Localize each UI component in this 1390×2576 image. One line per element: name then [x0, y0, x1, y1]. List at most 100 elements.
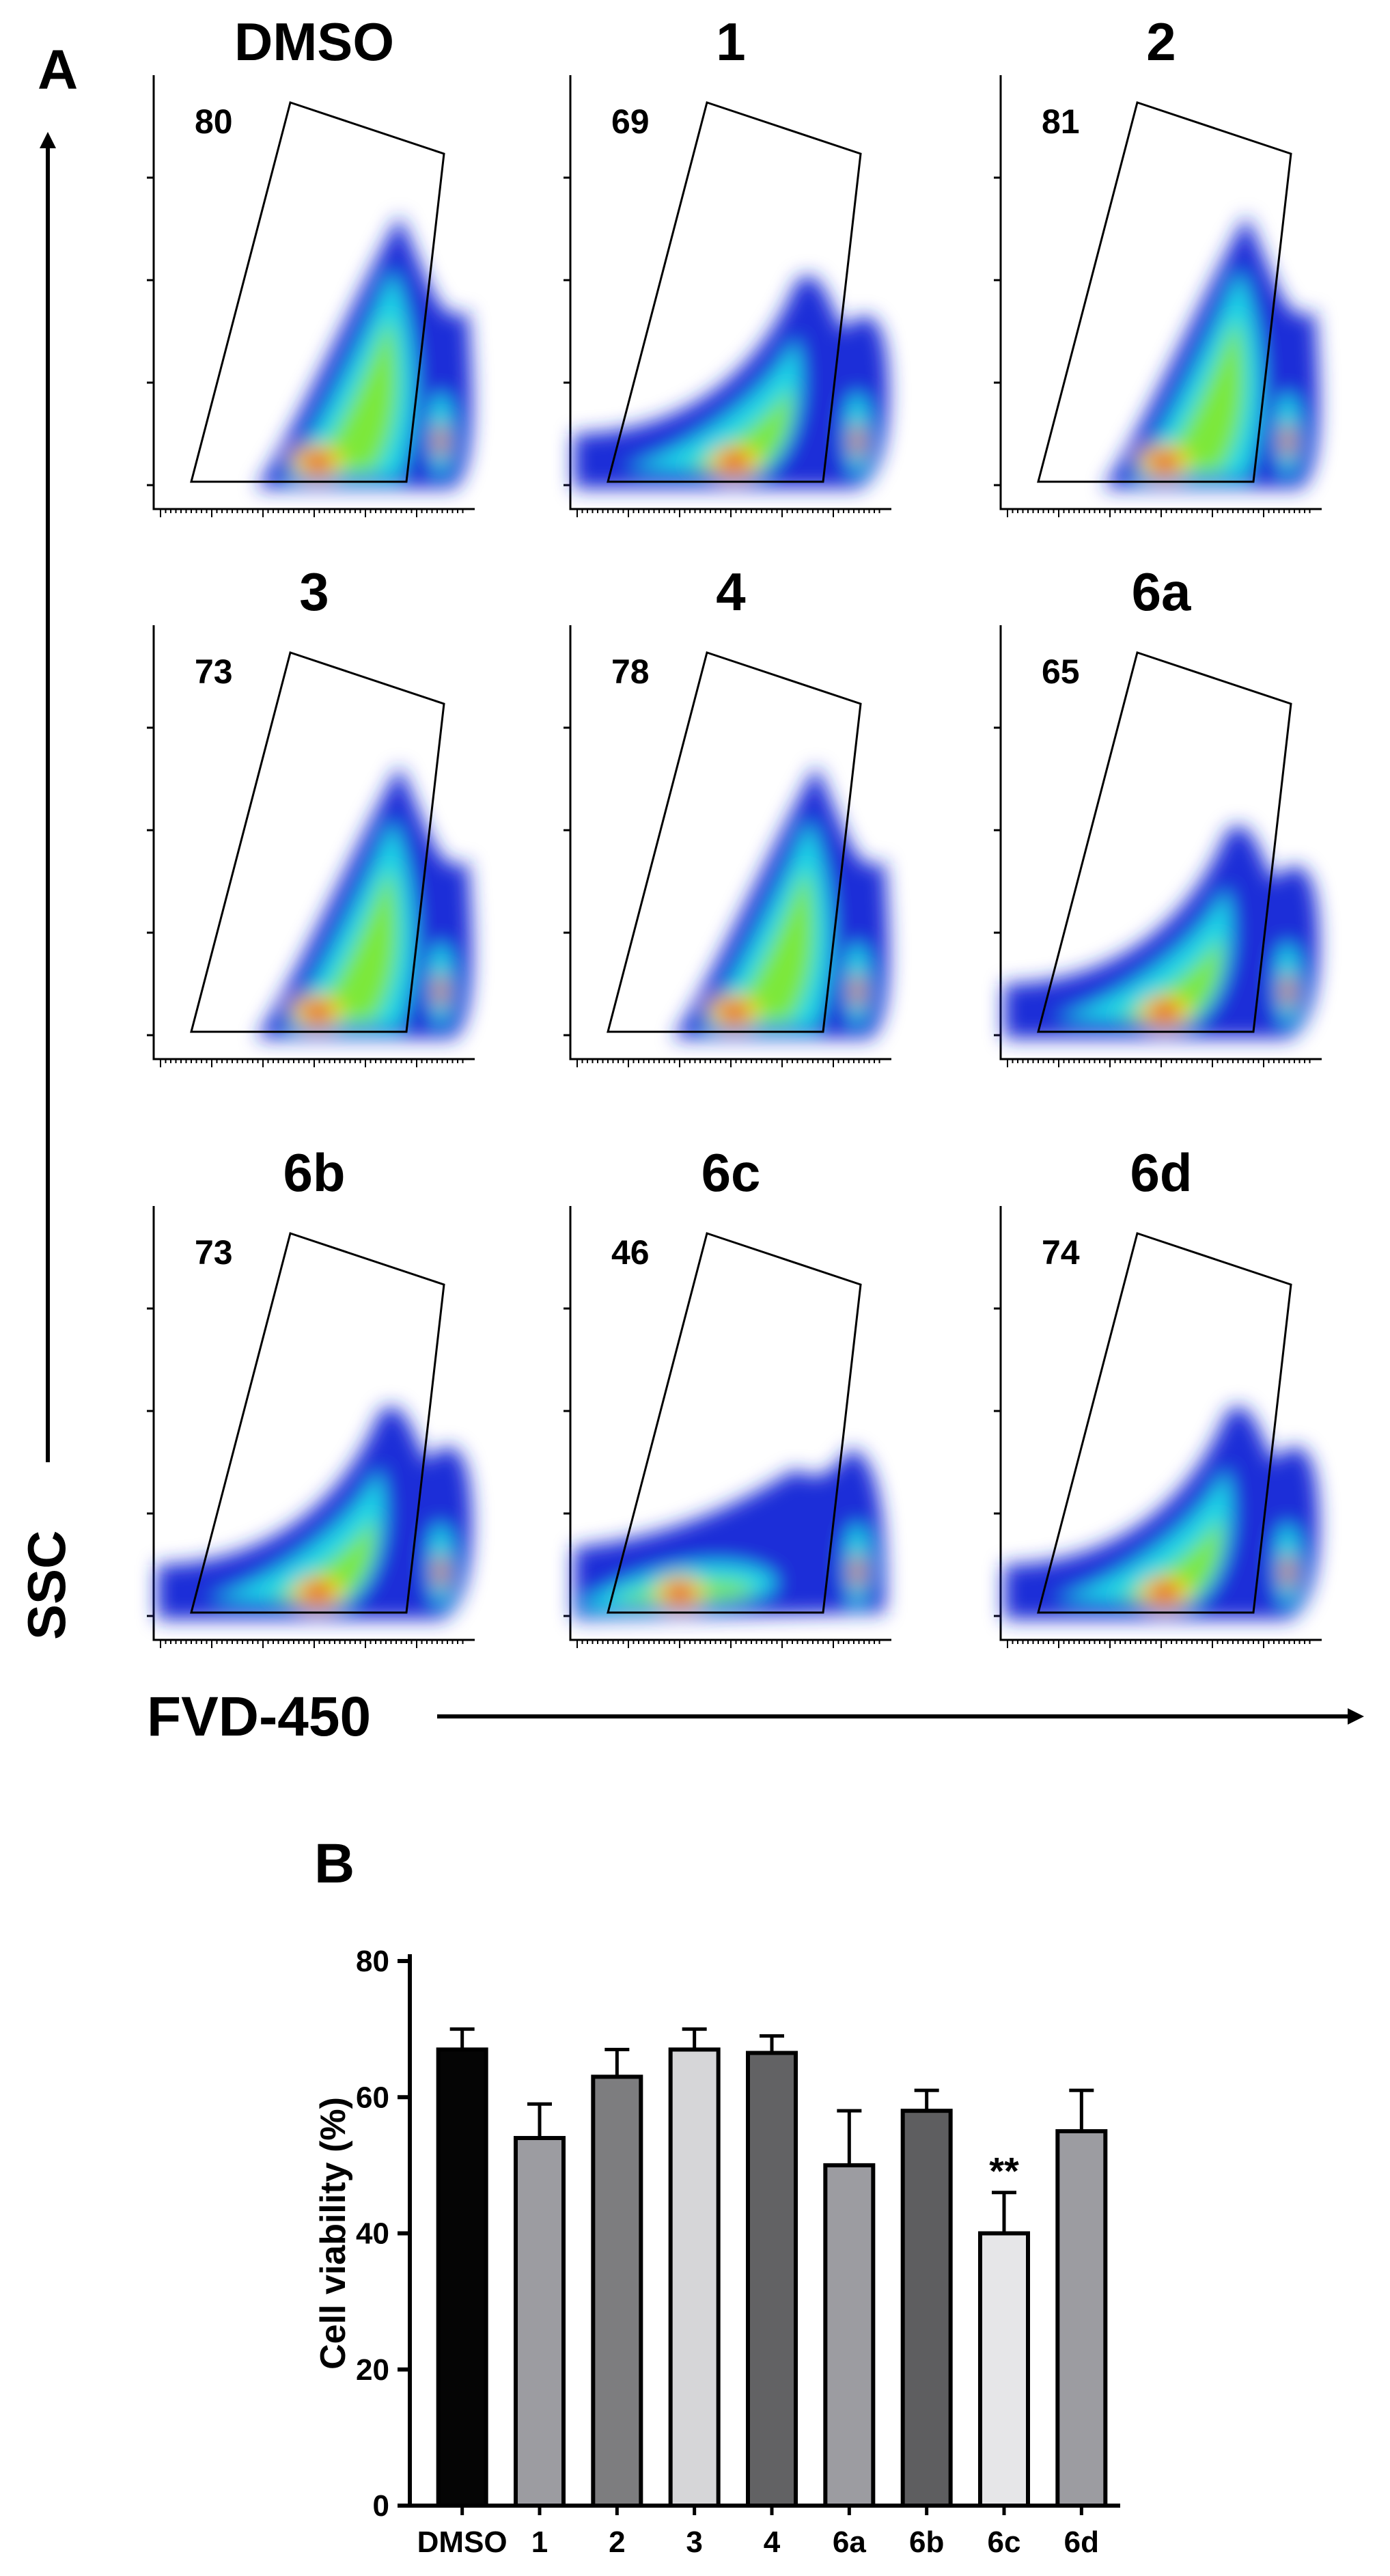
plot-axes: [999, 625, 1322, 1060]
density-layer: [157, 1406, 472, 1619]
plot-axes: [152, 1206, 475, 1641]
gate-percentage: 80: [195, 102, 233, 141]
x-tick-label: 6d: [1064, 2525, 1099, 2559]
live-cell-gate: [1037, 1232, 1292, 1614]
dead-cell-peak: [435, 1554, 446, 1589]
gate-percentage: 74: [1042, 1233, 1080, 1272]
y-tick-label: 60: [356, 2081, 389, 2114]
density-cloud: [1004, 1406, 1319, 1619]
density-peak: [1151, 452, 1178, 470]
live-cell-gate: [190, 1232, 445, 1614]
density-peak: [304, 452, 331, 470]
significance-marker: **: [989, 2150, 1019, 2193]
ssc-axis-label: SSC: [16, 1531, 77, 1640]
density-peak: [721, 1002, 748, 1020]
sample-title: 1: [716, 12, 745, 72]
flow-plot: 6c 46: [564, 1142, 891, 1648]
plot-axes: [569, 625, 891, 1060]
flow-plot: 4 78: [564, 562, 891, 1067]
dead-cell-peak: [435, 423, 446, 458]
density-cloud: [1004, 825, 1319, 1039]
density-layer: [1004, 1406, 1319, 1619]
live-cell-gate: [1037, 651, 1292, 1033]
x-tick-label: DMSO: [417, 2525, 508, 2559]
flow-plot: 6d 74: [994, 1142, 1322, 1648]
dead-cell-peak: [852, 1554, 863, 1589]
x-tick-label: 2: [609, 2525, 625, 2559]
y-tick-label: 0: [373, 2489, 389, 2523]
density-layer: [1117, 936, 1221, 1022]
flow-plot: 2 81: [994, 12, 1322, 517]
density-peak: [666, 1583, 693, 1601]
x-tick-label: 6c: [988, 2525, 1021, 2559]
gate-percentage: 69: [611, 102, 650, 141]
density-cloud: [256, 765, 472, 1039]
density-peak: [304, 1583, 331, 1601]
live-cell-gate: [607, 651, 862, 1033]
bar: [823, 2163, 876, 2508]
density-cloud: [1103, 215, 1319, 489]
dead-cell-peak: [435, 973, 446, 1009]
plot-axes: [569, 1206, 891, 1641]
flow-plot: 6a 65: [994, 562, 1322, 1067]
density-layer: [1151, 318, 1245, 471]
flow-plot: 6b 73: [147, 1142, 475, 1648]
bar: [978, 2231, 1030, 2508]
plot-axes: [999, 75, 1322, 510]
gate-percentage: 73: [195, 1233, 233, 1272]
bar: [1055, 2129, 1108, 2508]
x-tick-label: 4: [764, 2525, 781, 2559]
density-peak: [304, 1002, 331, 1020]
live-cell-gate: [1037, 101, 1292, 483]
density-peak: [1151, 1002, 1178, 1020]
density-cloud: [574, 1449, 885, 1619]
density-peak: [721, 452, 748, 470]
bar: [591, 2074, 643, 2508]
sample-title: 6d: [1130, 1142, 1192, 1203]
gate-percentage: 73: [195, 653, 233, 691]
density-cloud: [157, 1406, 472, 1619]
sample-title: 6c: [701, 1142, 761, 1203]
bar: [746, 2051, 798, 2508]
density-cloud: [673, 765, 889, 1039]
x-tick-label: 6b: [909, 2525, 944, 2559]
viability-bar-chart: 0 20 40 60 80 Cell viability (%) DMSO 1 2 3 4 6a 6b 6…: [314, 1945, 1120, 2559]
density-cloud: [574, 275, 889, 489]
sample-title: DMSO: [234, 12, 394, 72]
plot-axes: [569, 75, 891, 510]
gate-percentage: 46: [611, 1233, 650, 1272]
dead-cell-peak: [1282, 1554, 1293, 1589]
density-layer: [304, 318, 398, 471]
dead-cell-peak: [1282, 423, 1293, 458]
panel-b-label: B: [314, 1833, 355, 1895]
sample-title: 6b: [283, 1142, 345, 1203]
live-cell-gate: [190, 651, 445, 1033]
density-cloud: [256, 215, 472, 489]
density-layer: [270, 1517, 374, 1602]
flow-plot: 3 73: [147, 562, 475, 1067]
density-peak: [1151, 1583, 1178, 1601]
gate-percentage: 81: [1042, 102, 1080, 141]
dead-cell-peak: [852, 973, 863, 1009]
y-axis-label: Cell viability (%): [314, 2097, 353, 2370]
sample-title: 2: [1146, 12, 1176, 72]
density-layer: [1004, 825, 1319, 1039]
dead-cell-peak: [852, 423, 863, 458]
x-tick-label: 3: [686, 2525, 702, 2559]
bar: [514, 2136, 566, 2508]
bar: [436, 2047, 488, 2508]
panel-a-label: A: [38, 39, 78, 101]
plot-axes: [152, 75, 475, 510]
plot-axes: [152, 625, 475, 1060]
sample-title: 3: [299, 562, 329, 622]
gate-percentage: 65: [1042, 653, 1080, 691]
plot-axes: [999, 1206, 1322, 1641]
sample-title: 4: [716, 562, 745, 622]
y-tick-label: 80: [356, 1945, 389, 1978]
sample-title: 6a: [1132, 562, 1191, 622]
live-cell-gate: [190, 101, 445, 483]
gate-percentage: 78: [611, 653, 650, 691]
